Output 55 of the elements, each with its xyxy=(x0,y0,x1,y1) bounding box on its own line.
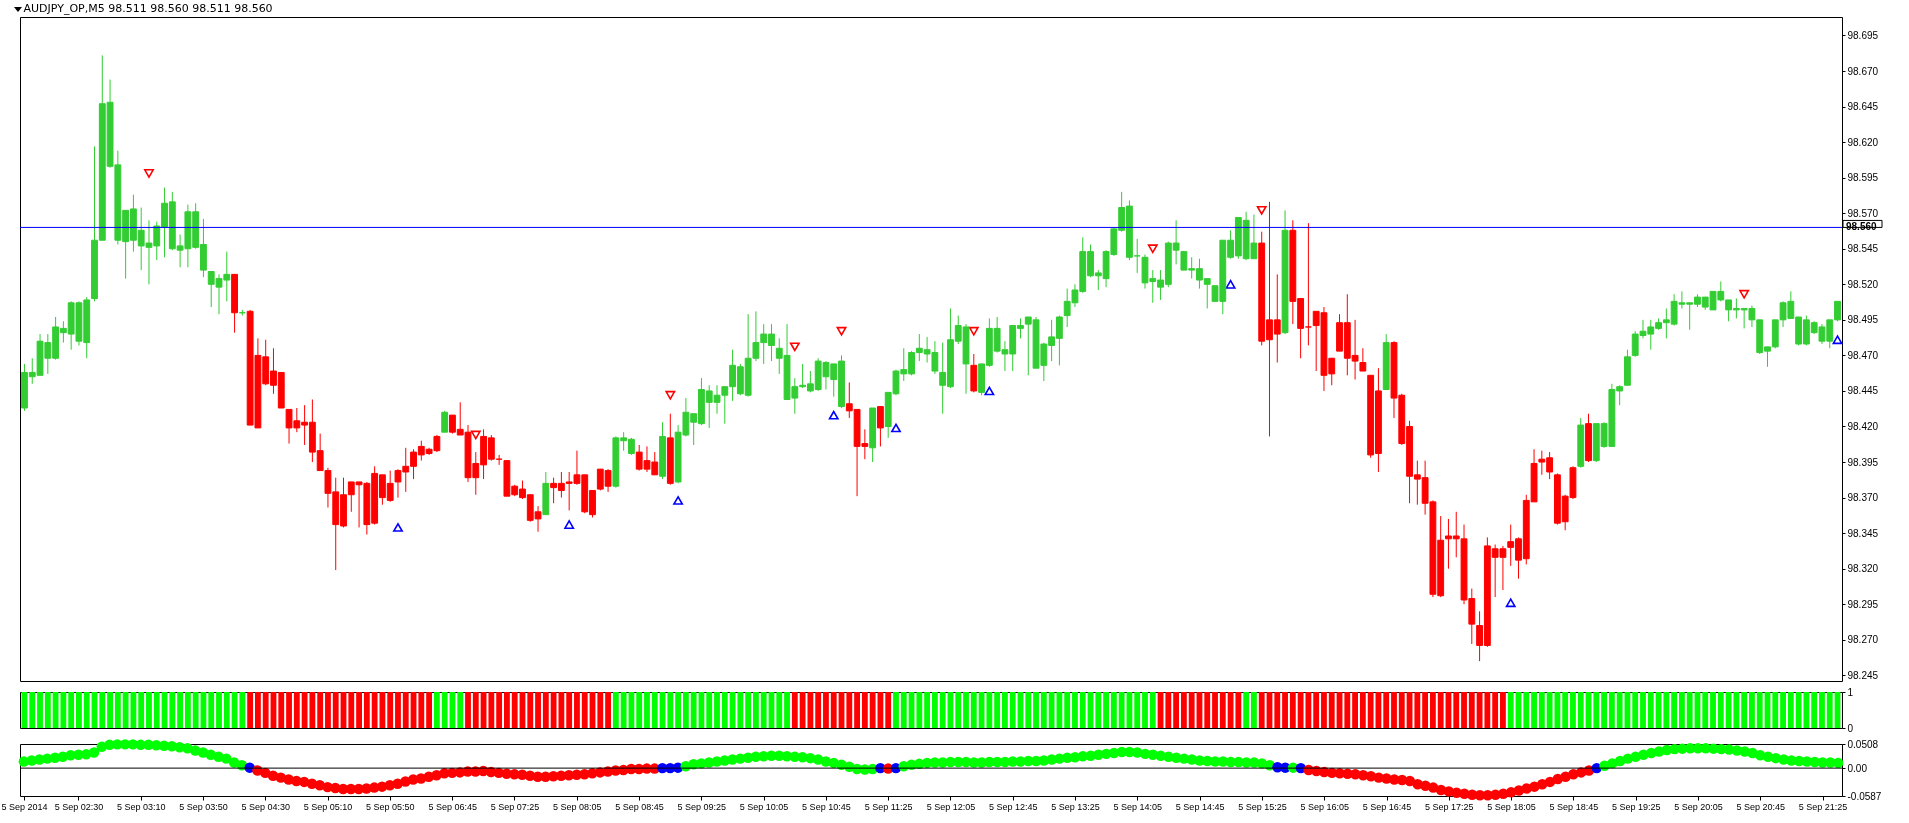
x-tick-label: 5 Sep 02:30 xyxy=(54,801,104,812)
x-tick-label: 5 Sep 10:45 xyxy=(802,801,851,812)
y-tick-label: 98.245 xyxy=(1847,669,1879,681)
x-tick-label: 5 Sep 16:05 xyxy=(1300,801,1349,812)
x-tick-label: 5 Sep 16:45 xyxy=(1362,801,1412,812)
x-tick-label: 5 Sep 13:25 xyxy=(1051,801,1100,812)
y-tick-label: 98.520 xyxy=(1847,278,1879,290)
x-tick-label: 5 Sep 2014 xyxy=(1,801,48,812)
x-tick-label: 5 Sep 12:05 xyxy=(926,801,976,812)
y-tick-label: 98.445 xyxy=(1847,385,1879,397)
y-tick-label: 98.545 xyxy=(1847,243,1879,255)
y-tick-label: 98.270 xyxy=(1847,634,1879,646)
x-tick-label: 5 Sep 15:25 xyxy=(1238,801,1287,812)
y-tick-label: 0.0508 xyxy=(1847,738,1879,750)
x-tick-label: 5 Sep 07:25 xyxy=(490,801,540,812)
x-tick-label: 5 Sep 14:05 xyxy=(1113,801,1163,812)
x-tick-label: 5 Sep 08:45 xyxy=(615,801,664,812)
x-tick-label: 5 Sep 20:05 xyxy=(1674,801,1723,812)
y-tick-label: 98.470 xyxy=(1847,349,1879,361)
y-tick-label: 98.595 xyxy=(1847,172,1879,184)
x-tick-label: 5 Sep 06:45 xyxy=(428,801,477,812)
x-tick-label: 5 Sep 10:05 xyxy=(739,801,789,812)
x-tick-label: 5 Sep 09:25 xyxy=(677,801,727,812)
y-tick-label: 98.620 xyxy=(1847,136,1879,148)
y-tick-label: 98.345 xyxy=(1847,527,1879,539)
x-tick-label: 5 Sep 11:25 xyxy=(864,801,913,812)
y-tick-label: 98.570 xyxy=(1847,207,1879,219)
y-tick-label: 98.695 xyxy=(1847,29,1879,41)
y-tick-label: 98.370 xyxy=(1847,492,1879,504)
x-tick-label: 5 Sep 03:10 xyxy=(116,801,166,812)
y-tick-label: 98.395 xyxy=(1847,456,1879,468)
x-tick-label: 5 Sep 08:05 xyxy=(552,801,602,812)
x-tick-label: 5 Sep 18:45 xyxy=(1549,801,1599,812)
x-tick-label: 5 Sep 05:10 xyxy=(303,801,353,812)
y-tick-label: 98.295 xyxy=(1847,598,1879,610)
y-tick-label: -0.0587 xyxy=(1847,790,1882,802)
x-tick-label: 5 Sep 18:05 xyxy=(1487,801,1536,812)
x-tick-label: 5 Sep 03:50 xyxy=(179,801,228,812)
x-tick-label: 5 Sep 20:45 xyxy=(1736,801,1786,812)
chart-title: AUDJPY_OP,M5 98.511 98.560 98.511 98.560 xyxy=(23,2,273,15)
y-tick-label: 98.670 xyxy=(1847,65,1879,77)
x-tick-label: 5 Sep 21:25 xyxy=(1798,801,1848,812)
x-tick-label: 5 Sep 19:25 xyxy=(1611,801,1661,812)
y-tick-label: 98.495 xyxy=(1847,314,1879,326)
x-tick-label: 5 Sep 12:45 xyxy=(988,801,1038,812)
x-tick-label: 5 Sep 14:45 xyxy=(1175,801,1225,812)
y-tick-label: 0 xyxy=(1847,722,1854,734)
y-tick-label: 98.420 xyxy=(1847,420,1879,432)
y-tick-label: 98.645 xyxy=(1847,101,1879,113)
x-tick-label: 5 Sep 04:30 xyxy=(241,801,291,812)
x-tick-label: 5 Sep 17:25 xyxy=(1425,801,1474,812)
y-tick-label: 1 xyxy=(1847,686,1854,698)
y-tick-label: 0.00 xyxy=(1847,762,1868,774)
x-tick-label: 5 Sep 05:50 xyxy=(366,801,415,812)
y-tick-label: 98.320 xyxy=(1847,563,1879,575)
